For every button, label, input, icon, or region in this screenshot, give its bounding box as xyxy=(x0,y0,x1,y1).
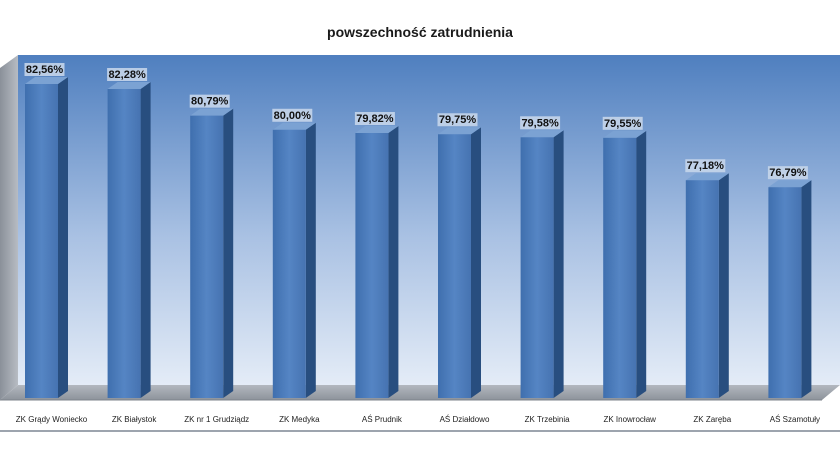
data-label-background xyxy=(107,68,148,82)
bar-4: 80,00% xyxy=(272,108,316,398)
bar-10: 76,79% xyxy=(767,166,812,398)
data-label: 79,82% xyxy=(356,113,394,125)
bar-series: 82,56% 82,28% 80,79% 80,00% 79,82% 79,75% 79,5… xyxy=(24,63,812,399)
bar-top-face xyxy=(768,180,812,188)
category-axis-labels: ZK Grądy Woniecko ZK Białystok ZK nr 1 Gru… xyxy=(16,415,820,424)
bar-top-face xyxy=(107,82,151,90)
bar-front-face xyxy=(685,180,719,398)
category-label: ZK Inowrocław xyxy=(603,415,656,424)
bar-7: 79,58% xyxy=(520,116,564,398)
data-label: 76,79% xyxy=(769,167,807,179)
bar-3: 80,79% xyxy=(189,94,234,399)
data-label-background xyxy=(520,116,561,130)
bar-front-face xyxy=(520,137,554,398)
bar-side-face xyxy=(140,82,151,398)
bar-top-face xyxy=(190,108,234,116)
bar-front-face xyxy=(25,84,58,398)
bar-top-face xyxy=(355,125,399,133)
data-label-background xyxy=(24,63,65,76)
category-label: ZK Grądy Woniecko xyxy=(16,415,88,424)
data-label-background xyxy=(437,113,478,127)
category-label: AŚ Działdowo xyxy=(440,415,490,424)
bar-side-face xyxy=(801,180,812,398)
bar-side-face xyxy=(388,125,399,398)
data-label-background xyxy=(602,116,643,130)
category-label: AŚ Szamotuły xyxy=(770,415,820,424)
bar-2: 82,28% xyxy=(107,68,151,398)
category-label: ZK Trzebinia xyxy=(525,415,570,424)
bar-front-face xyxy=(438,134,471,399)
category-label: AŚ Prudnik xyxy=(362,415,403,424)
bar-side-face xyxy=(58,77,68,398)
data-label: 80,00% xyxy=(274,110,312,122)
bar-side-face xyxy=(223,108,234,399)
data-label: 80,79% xyxy=(191,96,229,108)
data-label: 79,55% xyxy=(604,118,642,130)
data-label: 79,75% xyxy=(439,114,477,126)
data-label-background xyxy=(354,111,395,125)
data-label: 77,18% xyxy=(687,160,725,172)
bar-side-face xyxy=(305,122,316,398)
category-label: ZK Medyka xyxy=(279,415,320,424)
bar-5: 79,82% xyxy=(354,111,399,399)
bar-1: 82,56% xyxy=(24,63,68,398)
bar-side-face xyxy=(471,127,481,398)
bar-top-face xyxy=(25,77,68,84)
bar-top-face xyxy=(272,122,316,130)
bar-side-face xyxy=(636,130,647,398)
bar-6: 79,75% xyxy=(437,113,481,399)
chart-side-wall xyxy=(0,55,18,400)
data-label-background xyxy=(685,159,726,173)
data-label-background xyxy=(189,94,230,108)
bar-front-face xyxy=(355,132,389,399)
data-label: 82,56% xyxy=(26,64,64,76)
bar-top-face xyxy=(685,173,729,181)
chart-title: powszechność zatrudnienia xyxy=(327,24,513,40)
bar-front-face xyxy=(107,89,141,398)
bar-side-face xyxy=(718,173,729,398)
bar-side-face xyxy=(553,130,564,398)
bar-top-face xyxy=(438,127,481,135)
data-label: 82,28% xyxy=(108,69,146,81)
bar-front-face xyxy=(603,137,637,398)
bar-front-face xyxy=(768,187,802,398)
bar-top-face xyxy=(520,130,564,138)
category-label: ZK Białystok xyxy=(112,415,157,424)
bar-top-face xyxy=(603,130,647,138)
bar-front-face xyxy=(190,115,224,399)
data-label: 79,58% xyxy=(521,117,559,129)
bar-8: 79,55% xyxy=(602,116,647,398)
category-label: ZK Zaręba xyxy=(693,415,731,424)
bar-front-face xyxy=(272,129,306,398)
data-label-background xyxy=(272,108,313,122)
bar-9: 77,18% xyxy=(685,159,729,398)
data-label-background xyxy=(767,166,808,180)
category-label: ZK nr 1 Grudziądz xyxy=(184,415,249,424)
